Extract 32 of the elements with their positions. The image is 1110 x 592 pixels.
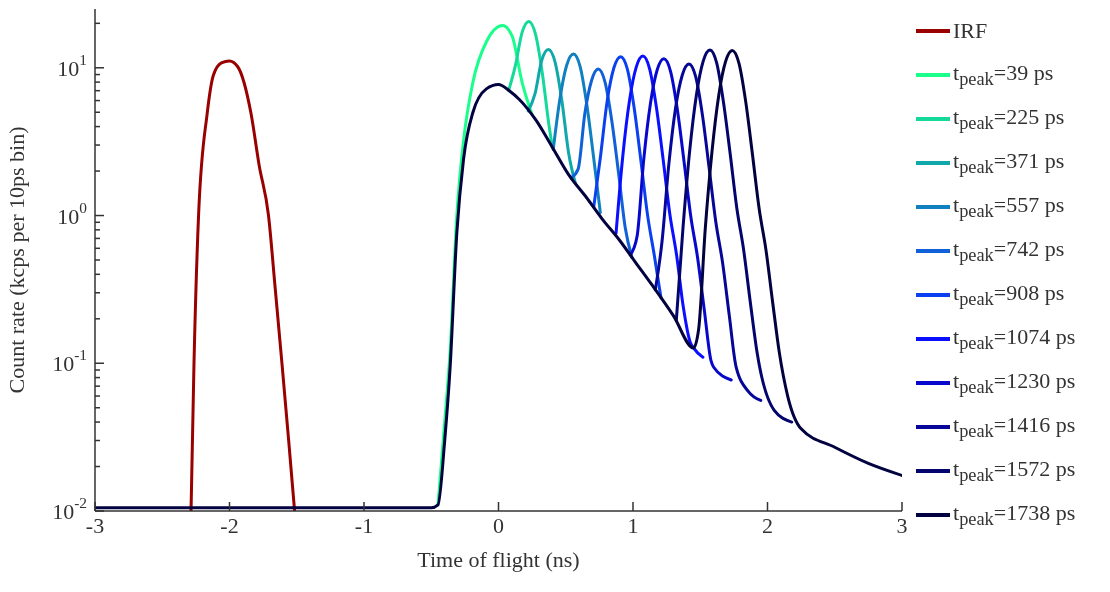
- line-series: [614, 54, 705, 359]
- y-tick-label: 10$^{1}$: [57, 50, 87, 81]
- legend-label: t$_{peak}$=39 ps: [953, 59, 1054, 91]
- x-tick-label: 2: [762, 513, 773, 538]
- line-series: [526, 47, 577, 185]
- legend-label: t$_{peak}$=1572 ps: [953, 455, 1076, 487]
- x-tick-label: -1: [354, 513, 374, 538]
- x-tick-label: -3: [85, 513, 105, 538]
- legend-label: t$_{peak}$=1416 ps: [953, 411, 1076, 443]
- legend-label: t$_{peak}$=908 ps: [953, 279, 1065, 311]
- line-series: [189, 59, 297, 511]
- x-tick-label: -2: [220, 513, 239, 538]
- legend-label: t$_{peak}$=371 ps: [953, 147, 1065, 179]
- legend-label: t$_{peak}$=557 ps: [953, 191, 1065, 223]
- legend-label: t$_{peak}$=1738 ps: [953, 499, 1076, 531]
- y-tick-label: 10$^{-2}$: [52, 494, 87, 524]
- line-series: [653, 62, 763, 402]
- y-axis-title: Count rate (kcps per 10ps bin): [3, 126, 29, 394]
- legend-label: t$_{peak}$=1074 ps: [953, 323, 1076, 355]
- x-tick-label: 1: [627, 513, 639, 538]
- y-tick-label: 10$^{0}$: [57, 198, 88, 229]
- x-tick-label: 0: [493, 513, 504, 538]
- y-tick-label: 10$^{-1}$: [52, 346, 87, 376]
- line-series: [628, 57, 733, 382]
- legend-label: IRF: [953, 18, 988, 44]
- legend-label: t$_{peak}$=225 ps: [953, 103, 1065, 135]
- legend-label: t$_{peak}$=1230 ps: [953, 367, 1076, 399]
- x-tick-label: 3: [896, 513, 908, 538]
- x-axis-title: Time of flight (ns): [417, 547, 580, 572]
- line-series: [551, 52, 602, 214]
- line-series: [674, 48, 794, 424]
- legend-label: t$_{peak}$=742 ps: [953, 235, 1065, 267]
